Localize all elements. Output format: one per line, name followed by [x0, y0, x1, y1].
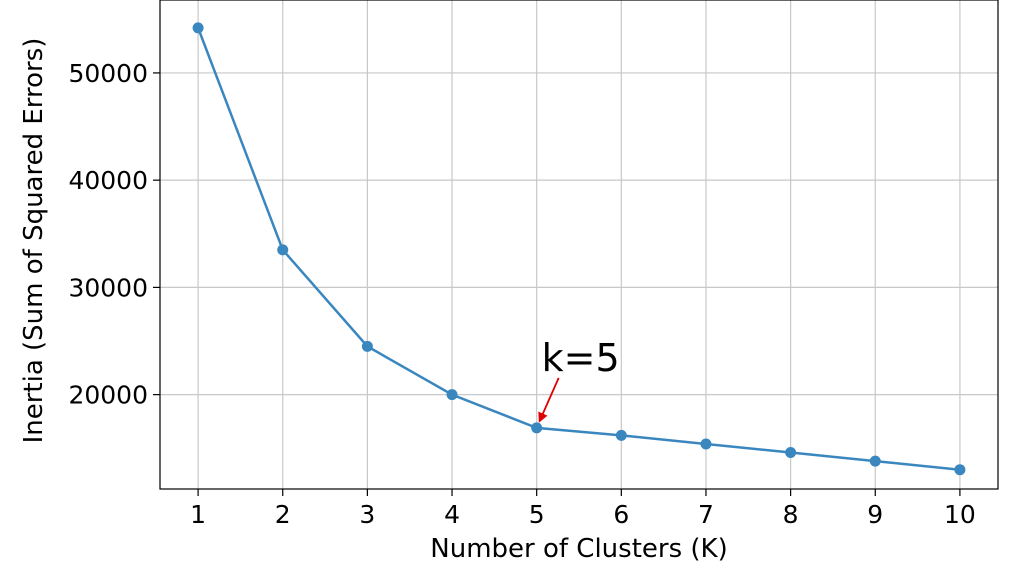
- y-axis-label: Inertia (Sum of Squared Errors): [19, 38, 49, 444]
- data-point: [785, 447, 797, 459]
- y-tick-label: 40000: [68, 166, 148, 195]
- data-point: [954, 464, 966, 476]
- data-point: [869, 455, 881, 467]
- data-point: [531, 422, 543, 434]
- series-layer: [192, 22, 966, 476]
- data-point: [277, 244, 289, 256]
- x-tick-label: 10: [944, 500, 976, 529]
- x-tick-label: 1: [190, 500, 206, 529]
- x-tick-label: 4: [444, 500, 460, 529]
- x-tick-label: 5: [529, 500, 545, 529]
- x-axis-label: Number of Clusters (K): [430, 534, 727, 564]
- y-axis-ticks: 20000 30000 40000 50000: [68, 59, 160, 410]
- x-tick-label: 8: [783, 500, 799, 529]
- y-tick-label: 30000: [68, 273, 148, 302]
- annotation-label: k=5: [542, 336, 620, 380]
- elbow-annotation: k=5: [538, 336, 620, 423]
- data-point: [446, 389, 458, 401]
- data-point: [192, 22, 204, 34]
- plot-area-frame: [159, 0, 999, 490]
- x-tick-label: 7: [698, 500, 714, 529]
- series-line: [196, 27, 961, 471]
- y-tick-label: 50000: [68, 59, 148, 88]
- grid-lines: [160, 0, 998, 489]
- x-tick-label: 9: [867, 500, 883, 529]
- x-axis-ticks: 1 2 3 4 5 6 7 8 9 10: [190, 489, 976, 529]
- x-tick-label: 6: [613, 500, 629, 529]
- y-tick-label: 20000: [68, 381, 148, 410]
- data-point: [361, 340, 373, 352]
- x-tick-label: 3: [359, 500, 375, 529]
- x-tick-label: 2: [275, 500, 291, 529]
- data-point: [615, 429, 627, 441]
- annotation-arrow: [538, 377, 560, 423]
- data-point: [700, 438, 712, 450]
